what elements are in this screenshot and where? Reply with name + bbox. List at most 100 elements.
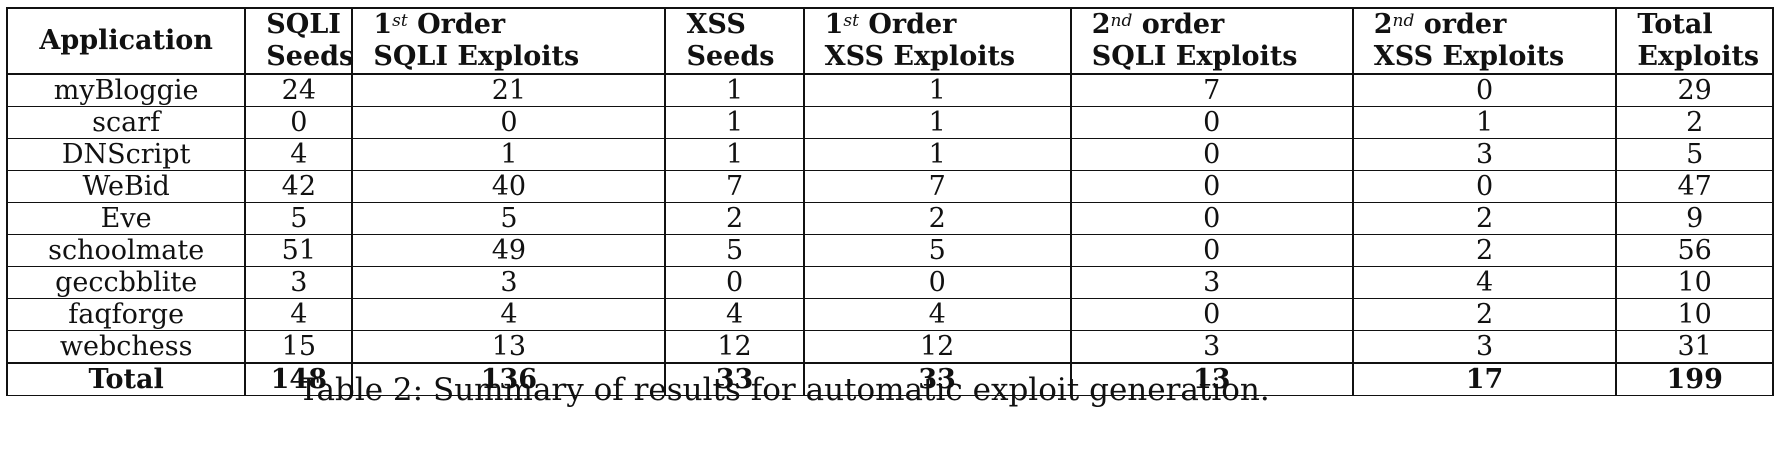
header-label-line1: Order — [407, 9, 506, 40]
cell-sqli-seeds: 4 — [244, 138, 354, 171]
cell-xss-seeds: 1 — [664, 138, 805, 171]
cell-first-order-xss: 12 — [802, 330, 1072, 364]
cell-xss-seeds: 1 — [664, 73, 805, 107]
cell-second-order-xss: 3 — [1351, 138, 1618, 171]
cell-total-exploits: 47 — [1615, 170, 1774, 203]
header-first-order-sqli-exploits: 1st Order SQLI Exploits — [351, 7, 667, 75]
header-label-line1: order — [1414, 9, 1507, 40]
cell-second-order-sqli: 0 — [1069, 298, 1354, 331]
cell-total-first-order-sqli: 136 — [351, 362, 667, 396]
cell-first-order-sqli: 21 — [351, 73, 667, 107]
header-ordinal-suffix: st — [843, 11, 859, 31]
cell-application: faqforge — [5, 298, 247, 331]
cell-application: webchess — [5, 330, 247, 364]
header-ordinal: 2 — [1373, 9, 1393, 40]
cell-first-order-sqli: 13 — [351, 330, 667, 364]
header-ordinal-suffix: nd — [1392, 11, 1415, 31]
table-total-row: Total 148 136 33 33 13 17 199 — [5, 362, 1774, 396]
cell-first-order-xss: 0 — [802, 266, 1072, 299]
cell-second-order-xss: 4 — [1351, 266, 1618, 299]
header-label-line1: SQLI — [266, 9, 341, 40]
cell-sqli-seeds: 3 — [244, 266, 354, 299]
cell-first-order-sqli: 49 — [351, 234, 667, 267]
cell-application: scarf — [5, 106, 247, 139]
header-ordinal: 1 — [373, 9, 393, 40]
cell-xss-seeds: 4 — [664, 298, 805, 331]
cell-first-order-xss: 5 — [802, 234, 1072, 267]
cell-second-order-xss: 3 — [1351, 330, 1618, 364]
header-label-line2: XSS Exploits — [1373, 41, 1565, 72]
cell-sqli-seeds: 51 — [244, 234, 354, 267]
header-ordinal-suffix: nd — [1110, 11, 1133, 31]
table-row: DNScript 4 1 1 1 0 3 5 — [5, 138, 1774, 171]
cell-second-order-sqli: 0 — [1069, 170, 1354, 203]
cell-first-order-sqli: 1 — [351, 138, 667, 171]
cell-total-exploits-sum: 199 — [1615, 362, 1774, 396]
cell-second-order-xss: 1 — [1351, 106, 1618, 139]
header-label-line2: Exploits — [1637, 41, 1760, 72]
cell-second-order-sqli: 0 — [1069, 106, 1354, 139]
cell-application: DNScript — [5, 138, 247, 171]
results-table: Application SQLI Seeds 1st Order SQLI Ex… — [5, 7, 1774, 396]
header-second-order-xss-exploits: 2nd order XSS Exploits — [1351, 7, 1618, 75]
cell-total-second-order-sqli: 13 — [1069, 362, 1354, 396]
cell-total-exploits: 9 — [1615, 202, 1774, 235]
header-label: Application — [39, 25, 213, 56]
header-label-line1: Total — [1637, 9, 1713, 40]
cell-xss-seeds: 12 — [664, 330, 805, 364]
cell-second-order-sqli: 3 — [1069, 266, 1354, 299]
cell-total-exploits: 2 — [1615, 106, 1774, 139]
header-label-line2: SQLI Exploits — [1091, 41, 1298, 72]
header-xss-seeds: XSS Seeds — [664, 7, 805, 75]
cell-second-order-sqli: 3 — [1069, 330, 1354, 364]
cell-sqli-seeds: 24 — [244, 73, 354, 107]
cell-total-exploits: 31 — [1615, 330, 1774, 364]
header-label-line2: XSS Exploits — [824, 41, 1016, 72]
cell-second-order-xss: 0 — [1351, 170, 1618, 203]
cell-total-sqli-seeds: 148 — [244, 362, 354, 396]
cell-second-order-sqli: 0 — [1069, 234, 1354, 267]
cell-total-exploits: 29 — [1615, 73, 1774, 107]
header-ordinal-suffix: st — [392, 11, 408, 31]
cell-second-order-xss: 2 — [1351, 202, 1618, 235]
cell-sqli-seeds: 15 — [244, 330, 354, 364]
cell-xss-seeds: 1 — [664, 106, 805, 139]
cell-xss-seeds: 5 — [664, 234, 805, 267]
cell-first-order-xss: 1 — [802, 73, 1072, 107]
cell-xss-seeds: 2 — [664, 202, 805, 235]
table-row: schoolmate 51 49 5 5 0 2 56 — [5, 234, 1774, 267]
cell-second-order-sqli: 7 — [1069, 73, 1354, 107]
table-caption: Table 2: Summary of results for automati… — [298, 372, 1270, 408]
cell-application: geccbblite — [5, 266, 247, 299]
cell-first-order-xss: 4 — [802, 298, 1072, 331]
header-label-line1: XSS — [686, 9, 746, 40]
cell-first-order-sqli: 40 — [351, 170, 667, 203]
cell-second-order-sqli: 0 — [1069, 138, 1354, 171]
cell-second-order-sqli: 0 — [1069, 202, 1354, 235]
cell-total-exploits: 10 — [1615, 298, 1774, 331]
cell-total-second-order-xss: 17 — [1351, 362, 1618, 396]
cell-first-order-sqli: 3 — [351, 266, 667, 299]
header-label-line2: SQLI Exploits — [373, 41, 580, 72]
cell-total-first-order-xss: 33 — [802, 362, 1072, 396]
cell-first-order-sqli: 0 — [351, 106, 667, 139]
cell-sqli-seeds: 5 — [244, 202, 354, 235]
cell-sqli-seeds: 0 — [244, 106, 354, 139]
header-sqli-seeds: SQLI Seeds — [244, 7, 354, 75]
cell-second-order-xss: 0 — [1351, 73, 1618, 107]
cell-first-order-xss: 1 — [802, 106, 1072, 139]
cell-first-order-xss: 7 — [802, 170, 1072, 203]
header-first-order-xss-exploits: 1st Order XSS Exploits — [802, 7, 1072, 75]
header-application: Application — [5, 7, 247, 75]
cell-second-order-xss: 2 — [1351, 234, 1618, 267]
header-ordinal: 1 — [824, 9, 844, 40]
cell-application: schoolmate — [5, 234, 247, 267]
cell-sqli-seeds: 4 — [244, 298, 354, 331]
table-row: scarf 0 0 1 1 0 1 2 — [5, 106, 1774, 139]
cell-first-order-xss: 1 — [802, 138, 1072, 171]
table-header-row: Application SQLI Seeds 1st Order SQLI Ex… — [5, 7, 1774, 75]
table-row: Eve 5 5 2 2 0 2 9 — [5, 202, 1774, 235]
cell-xss-seeds: 0 — [664, 266, 805, 299]
cell-total-exploits: 56 — [1615, 234, 1774, 267]
table-row: myBloggie 24 21 1 1 7 0 29 — [5, 73, 1774, 107]
